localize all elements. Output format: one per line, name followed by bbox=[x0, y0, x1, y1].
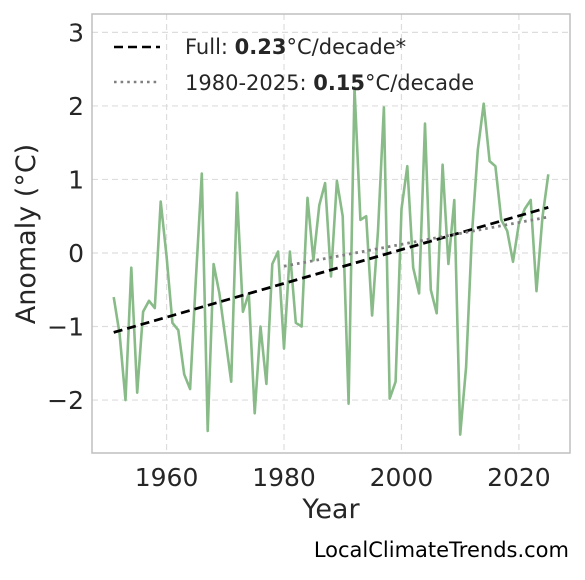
y-tick-label: −2 bbox=[47, 386, 84, 415]
grid-vertical bbox=[165, 14, 520, 453]
y-tick-label: −1 bbox=[47, 313, 84, 342]
y-tick-label: 2 bbox=[68, 92, 84, 121]
x-axis-title: Year bbox=[301, 494, 360, 525]
y-axis-title: Anomaly (°C) bbox=[11, 144, 42, 324]
legend-full-prefix: Full: bbox=[185, 35, 235, 59]
legend-recent-suffix: °C/decade bbox=[365, 71, 474, 95]
y-tick-label: 3 bbox=[68, 18, 84, 47]
x-tick-label: 2020 bbox=[487, 463, 551, 492]
legend-full-value: 0.23 bbox=[235, 35, 287, 59]
series-full-trend bbox=[113, 206, 549, 334]
x-tick-labels: 1960 1980 2000 2020 bbox=[135, 463, 551, 492]
legend-recent-value: 0.15 bbox=[313, 71, 365, 95]
legend: Full: 0.23°C/decade* 1980-2025: 0.15°C/d… bbox=[114, 35, 474, 95]
x-tick-label: 2000 bbox=[370, 463, 434, 492]
series-layer bbox=[112, 86, 550, 436]
legend-recent-label: 1980-2025: 0.15°C/decade bbox=[185, 71, 474, 95]
legend-recent-prefix: 1980-2025: bbox=[185, 71, 313, 95]
x-tick-label: 1980 bbox=[252, 463, 316, 492]
y-tick-labels: −2 −1 0 1 2 3 bbox=[47, 18, 84, 415]
x-tick-label: 1960 bbox=[135, 463, 199, 492]
legend-full-label: Full: 0.23°C/decade* bbox=[185, 35, 406, 59]
plot-frame bbox=[91, 13, 571, 454]
series-annual-anomaly bbox=[112, 86, 550, 436]
legend-full-suffix: °C/decade* bbox=[287, 35, 407, 59]
source-credit: LocalClimateTrends.com bbox=[313, 538, 569, 562]
y-tick-label: 1 bbox=[68, 165, 84, 194]
plot-background bbox=[92, 14, 570, 453]
y-tick-label: 0 bbox=[68, 239, 84, 268]
series-recent-trend bbox=[283, 215, 549, 268]
